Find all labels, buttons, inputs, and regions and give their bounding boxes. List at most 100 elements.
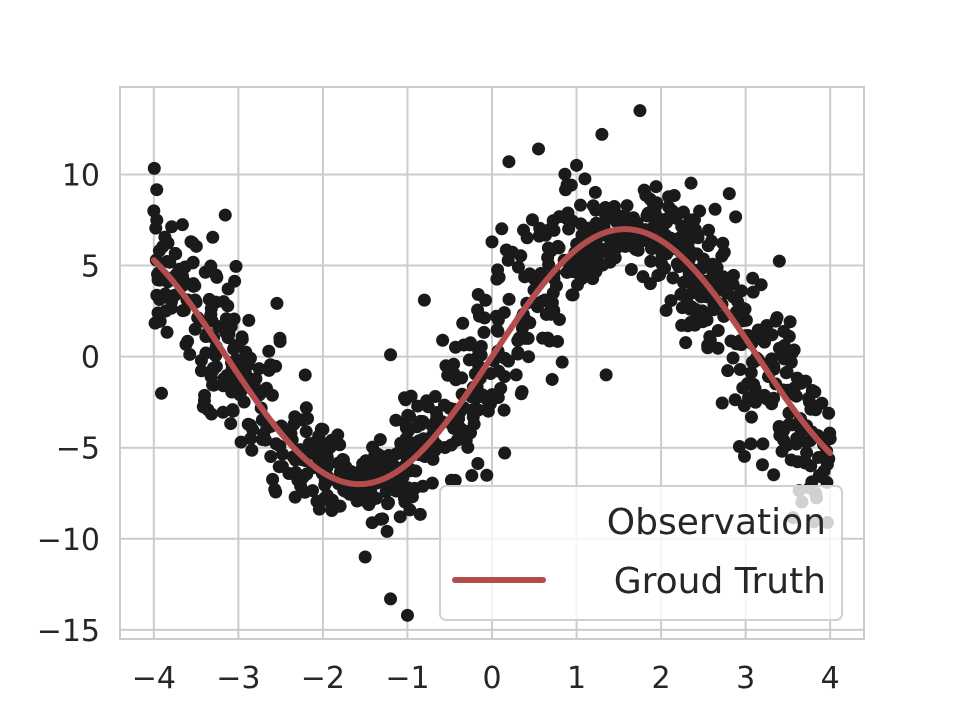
observation-point <box>502 292 516 306</box>
observation-point <box>379 485 393 499</box>
observation-point <box>686 282 700 296</box>
observation-point <box>210 270 224 284</box>
observation-point <box>559 211 573 225</box>
observation-point <box>552 241 566 255</box>
observation-point <box>772 254 786 268</box>
observation-point <box>449 340 463 354</box>
observation-point <box>696 259 710 273</box>
observation-point <box>273 331 287 345</box>
observation-point <box>448 420 462 434</box>
observation-point <box>381 496 395 510</box>
observation-point <box>320 443 334 457</box>
observation-point <box>310 494 324 508</box>
observation-point <box>307 446 321 460</box>
observation-point <box>262 363 276 377</box>
observation-point <box>428 415 442 429</box>
observation-point <box>380 524 394 538</box>
observation-point <box>480 468 494 482</box>
observation-point <box>270 296 284 310</box>
observation-point <box>393 510 407 524</box>
observation-point <box>158 230 172 244</box>
observation-point <box>490 323 504 337</box>
observation-point <box>809 403 823 417</box>
observation-point <box>296 470 310 484</box>
observation-point <box>782 418 796 432</box>
observation-point <box>209 360 223 374</box>
observation-point <box>532 229 546 243</box>
observation-point <box>741 377 755 391</box>
observation-point <box>243 351 257 365</box>
observation-point <box>551 334 565 348</box>
observation-point <box>436 333 450 347</box>
observation-point <box>564 178 578 192</box>
observation-point <box>784 453 798 467</box>
observation-point <box>474 339 488 353</box>
observation-point <box>205 407 219 421</box>
observation-point <box>147 161 161 175</box>
observation-point <box>511 260 525 274</box>
observation-point <box>233 388 247 402</box>
observation-point <box>421 400 435 414</box>
observation-point <box>624 262 638 276</box>
x-tick-label: 4 <box>821 661 840 696</box>
observation-point <box>732 440 746 454</box>
observation-point <box>401 408 415 422</box>
observation-point <box>633 104 647 118</box>
observation-point <box>184 235 198 249</box>
observation-point <box>777 352 791 366</box>
observation-point <box>544 307 558 321</box>
observation-point <box>269 437 283 451</box>
observation-point <box>218 208 232 222</box>
observation-point <box>400 608 414 622</box>
y-tick-labels: −15 −10 −5 0 5 10 <box>37 158 100 648</box>
observation-point <box>684 300 698 314</box>
observation-point <box>492 364 506 378</box>
observation-point <box>783 315 797 329</box>
observation-point <box>659 303 673 317</box>
observation-point <box>212 320 226 334</box>
observation-point <box>815 470 829 484</box>
observation-point <box>549 279 563 293</box>
observation-point <box>729 210 743 224</box>
observation-point <box>235 330 249 344</box>
observation-point <box>262 344 276 358</box>
observation-point <box>299 425 313 439</box>
observation-point <box>206 230 220 244</box>
observation-point <box>798 456 812 470</box>
legend: Observation Groud Truth <box>439 485 843 621</box>
observation-point <box>582 268 596 282</box>
observation-point <box>721 364 735 378</box>
observation-point <box>268 482 282 496</box>
observation-point <box>221 299 235 313</box>
observation-point <box>519 313 533 327</box>
observation-point <box>683 224 697 238</box>
x-tick-label: 0 <box>482 661 501 696</box>
observation-point <box>822 406 836 420</box>
observation-point <box>800 446 814 460</box>
observation-point <box>566 288 580 302</box>
observation-point <box>716 270 730 284</box>
legend-label-observation: Observation <box>607 502 826 543</box>
observation-point <box>410 420 424 434</box>
observation-point <box>497 403 511 417</box>
observation-point <box>439 359 453 373</box>
observation-point <box>823 432 837 446</box>
y-tick-label: −15 <box>37 614 100 649</box>
observation-point <box>666 271 680 285</box>
observation-point <box>578 172 592 186</box>
observation-point <box>298 368 312 382</box>
observation-point <box>728 393 742 407</box>
observation-point <box>522 350 536 364</box>
observation-point <box>160 325 174 339</box>
observation-point <box>558 167 572 181</box>
observation-point <box>265 388 279 402</box>
observation-point <box>243 418 257 432</box>
observation-point <box>664 294 678 308</box>
observation-point <box>595 127 609 141</box>
observation-point <box>675 318 689 332</box>
observation-point <box>154 386 168 400</box>
observation-point <box>165 220 179 234</box>
observation-point <box>715 396 729 410</box>
observation-point <box>746 285 760 299</box>
observation-point <box>257 427 271 441</box>
